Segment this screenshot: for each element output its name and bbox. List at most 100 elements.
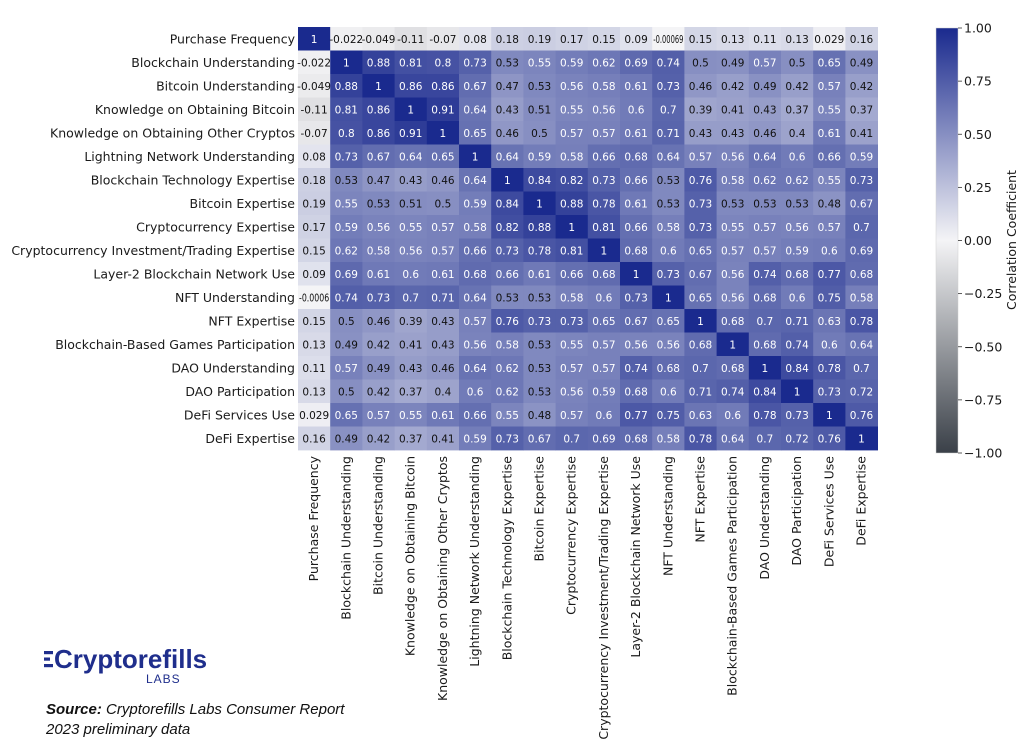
heatmap-cell	[620, 379, 653, 404]
cell-value: 0.43	[753, 104, 776, 116]
column-label: Knowledge on Obtaining Other Cryptos	[435, 456, 450, 701]
cell-value: 0.63	[818, 316, 841, 328]
cell-value: 1	[472, 151, 479, 163]
cell-value: 0.75	[818, 292, 841, 304]
cell-value: -0.0006	[299, 292, 329, 304]
cell-value: 0.6	[596, 292, 613, 304]
cell-value: 0.47	[367, 175, 390, 187]
heatmap-cell	[716, 285, 750, 310]
cell-value: 0.73	[818, 386, 841, 398]
heatmap-cell	[555, 262, 589, 286]
cell-value: 0.64	[657, 151, 681, 163]
cell-value: 0.66	[463, 410, 487, 422]
cell-value: 0.46	[753, 128, 777, 140]
column-label: Blockchain-Based Games Participation	[725, 456, 740, 696]
heatmap-cell	[298, 285, 331, 310]
cell-value: 0.56	[560, 386, 584, 398]
cell-value: 0.62	[592, 57, 615, 69]
colorbar-tick-label: −0.25	[964, 286, 1002, 301]
cell-value: 0.77	[624, 410, 647, 422]
column-label: Cryptocurrency Investment/Trading Expert…	[596, 456, 611, 740]
heatmap-cell	[716, 121, 750, 145]
heatmap-cell	[781, 74, 814, 98]
heatmap-cell	[491, 27, 524, 51]
heatmap-cell	[587, 121, 621, 145]
cell-value: 0.4	[789, 128, 806, 140]
heatmap-cell	[394, 121, 428, 145]
heatmap-cell	[523, 50, 556, 75]
heatmap-cell	[394, 27, 428, 51]
cell-value: 0.68	[850, 269, 873, 281]
cell-value: 0.71	[785, 316, 808, 328]
cell-value: 0.47	[496, 81, 519, 93]
cell-value: 0.43	[399, 175, 422, 187]
cell-value: 0.55	[496, 410, 519, 422]
cell-value: 0.58	[463, 222, 486, 234]
cell-value: 0.53	[528, 81, 551, 93]
cell-value: 0.5	[531, 128, 548, 140]
cell-value: 0.57	[721, 245, 744, 257]
cell-value: 0.61	[818, 128, 841, 140]
heatmap-cell	[781, 285, 814, 310]
cell-value: 0.61	[624, 81, 647, 93]
heatmap-cell	[813, 215, 846, 239]
heatmap-cell	[362, 403, 395, 427]
heatmap-cell	[748, 262, 782, 286]
heatmap-cell	[298, 191, 331, 216]
heatmap-cell	[781, 379, 814, 404]
heatmap-cell	[555, 309, 589, 333]
cell-value: 0.64	[463, 175, 487, 187]
cell-value: 0.71	[431, 292, 454, 304]
heatmap-cell	[587, 262, 621, 286]
cell-value: 0.56	[463, 339, 487, 351]
heatmap-cell	[845, 27, 878, 51]
cell-value: 0.73	[560, 316, 583, 328]
heatmap-cell	[684, 379, 717, 404]
cell-value: 0.61	[624, 198, 647, 210]
heatmap-cell	[555, 426, 589, 451]
heatmap-cell	[684, 356, 717, 380]
cell-value: 0.62	[335, 245, 358, 257]
cell-value: 0.65	[689, 292, 712, 304]
heatmap-cell	[652, 97, 685, 122]
heatmap-cell	[620, 215, 653, 239]
cell-value: 0.88	[560, 198, 583, 210]
cell-value: -0.022	[329, 34, 363, 46]
heatmap-cell	[652, 356, 685, 380]
logo-wordmark: Cryptorefills	[54, 644, 207, 674]
heatmap-cell	[459, 238, 492, 263]
row-label: Cryptocurrency Expertise	[136, 219, 295, 234]
cell-value: 0.13	[785, 34, 808, 46]
heatmap-cell	[426, 168, 460, 192]
heatmap-cell	[587, 215, 621, 239]
cell-value: 0.55	[721, 222, 744, 234]
heatmap-cell	[394, 238, 428, 263]
cell-value: 0.13	[721, 34, 744, 46]
heatmap-cell	[330, 27, 363, 51]
cell-value: 0.62	[496, 386, 519, 398]
heatmap-cell	[652, 238, 685, 263]
cell-value: 0.19	[528, 34, 551, 46]
cell-value: 0.7	[853, 363, 870, 375]
heatmap-cell	[781, 97, 814, 122]
cell-value: 0.7	[563, 433, 580, 445]
heatmap-cell	[523, 379, 556, 404]
heatmap-cell	[298, 97, 331, 122]
cell-value: 0.57	[431, 222, 454, 234]
heatmap-cell	[555, 379, 589, 404]
cell-value: 0.69	[850, 245, 873, 257]
heatmap-cell	[845, 238, 878, 263]
cell-value: 0.61	[431, 410, 454, 422]
cell-value: 0.67	[367, 151, 390, 163]
colorbar-tick-label: 0.00	[964, 233, 992, 248]
cell-value: 0.76	[818, 433, 842, 445]
heatmap-cell	[459, 50, 492, 75]
cell-value: 1	[504, 175, 511, 187]
cell-value: 0.67	[689, 269, 712, 281]
heatmap-cell	[652, 262, 685, 286]
cell-value: 0.74	[624, 363, 648, 375]
heatmap-cell	[426, 238, 460, 263]
cell-value: 0.57	[560, 363, 583, 375]
heatmap-cell	[652, 403, 685, 427]
heatmap-cell	[523, 121, 556, 145]
